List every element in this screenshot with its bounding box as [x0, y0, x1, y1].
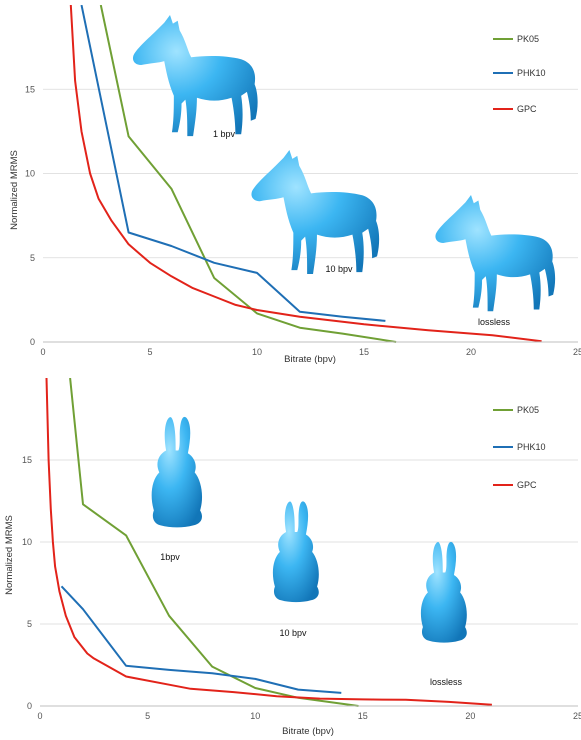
model-label-1: 1 bpv [213, 129, 236, 139]
x-tick-labels: 0 5 10 15 20 25 [37, 711, 581, 721]
y-axis-label: Normalized MRMS [4, 515, 15, 595]
x-tick-labels: 0 5 10 15 20 25 [40, 347, 581, 357]
y-tick-label: 15 [25, 84, 35, 94]
x-tick-label: 15 [359, 347, 369, 357]
x-tick-label: 25 [573, 347, 581, 357]
series-line-phk10 [60, 585, 342, 694]
bunny-model-lossless [420, 541, 467, 643]
chart-bottom: 0 5 10 15 0 5 10 15 20 25 Bitrate (bpv) Normaliz… [4, 378, 581, 737]
x-tick-label: 10 [250, 711, 260, 721]
series-line-gpc [45, 378, 492, 706]
series-lines [45, 378, 492, 707]
x-axis-label: Bitrate (bpv) [282, 726, 334, 737]
horse-model-lossless [435, 195, 556, 312]
y-tick-label: 5 [30, 253, 35, 263]
y-axis-label: Normalized MRMS [9, 150, 20, 230]
bunny-model-1bpv [151, 416, 203, 528]
legend: PK05 PHK10 GPC [493, 405, 546, 490]
legend-label-phk10: PHK10 [517, 442, 546, 452]
legend: PK05 PHK10 GPC [493, 34, 546, 114]
x-tick-label: 10 [252, 347, 262, 357]
series-line-pk05 [99, 5, 397, 343]
series-line-gpc [69, 5, 542, 343]
model-label-2: 10 bpv [279, 628, 307, 638]
x-tick-label: 20 [466, 347, 476, 357]
model-images [151, 416, 467, 643]
y-tick-labels: 0 5 10 15 [25, 84, 35, 347]
x-tick-label: 20 [465, 711, 475, 721]
y-tick-label: 0 [27, 701, 32, 711]
model-label-1: 1bpv [160, 552, 180, 562]
legend-label-pk05: PK05 [517, 34, 539, 44]
x-tick-label: 5 [147, 347, 152, 357]
series-line-phk10 [80, 5, 386, 322]
y-tick-label: 10 [22, 537, 32, 547]
x-tick-label: 25 [573, 711, 581, 721]
legend-label-gpc: GPC [517, 480, 537, 490]
legend-label-gpc: GPC [517, 104, 537, 114]
x-tick-label: 0 [40, 347, 45, 357]
series-lines [69, 5, 542, 343]
horse-model-1bpv [132, 15, 258, 137]
x-axis-label: Bitrate (bpv) [284, 354, 336, 365]
x-tick-label: 0 [37, 711, 42, 721]
model-label-2: 10 bpv [325, 264, 353, 274]
x-tick-label: 15 [358, 711, 368, 721]
legend-label-pk05: PK05 [517, 405, 539, 415]
y-tick-label: 0 [30, 337, 35, 347]
y-tick-labels: 0 5 10 15 [22, 455, 32, 711]
model-label-3: lossless [478, 317, 511, 327]
x-tick-label: 5 [145, 711, 150, 721]
y-tick-label: 15 [22, 455, 32, 465]
horse-model-10bpv [251, 150, 380, 275]
chart-top: 0 5 10 15 0 5 10 15 20 25 Bitrate (bpv) Normaliz… [9, 5, 581, 365]
model-label-3: lossless [430, 677, 463, 687]
y-tick-label: 10 [25, 169, 35, 179]
legend-label-phk10: PHK10 [517, 68, 546, 78]
y-tick-label: 5 [27, 619, 32, 629]
bunny-model-10bpv [272, 501, 319, 603]
